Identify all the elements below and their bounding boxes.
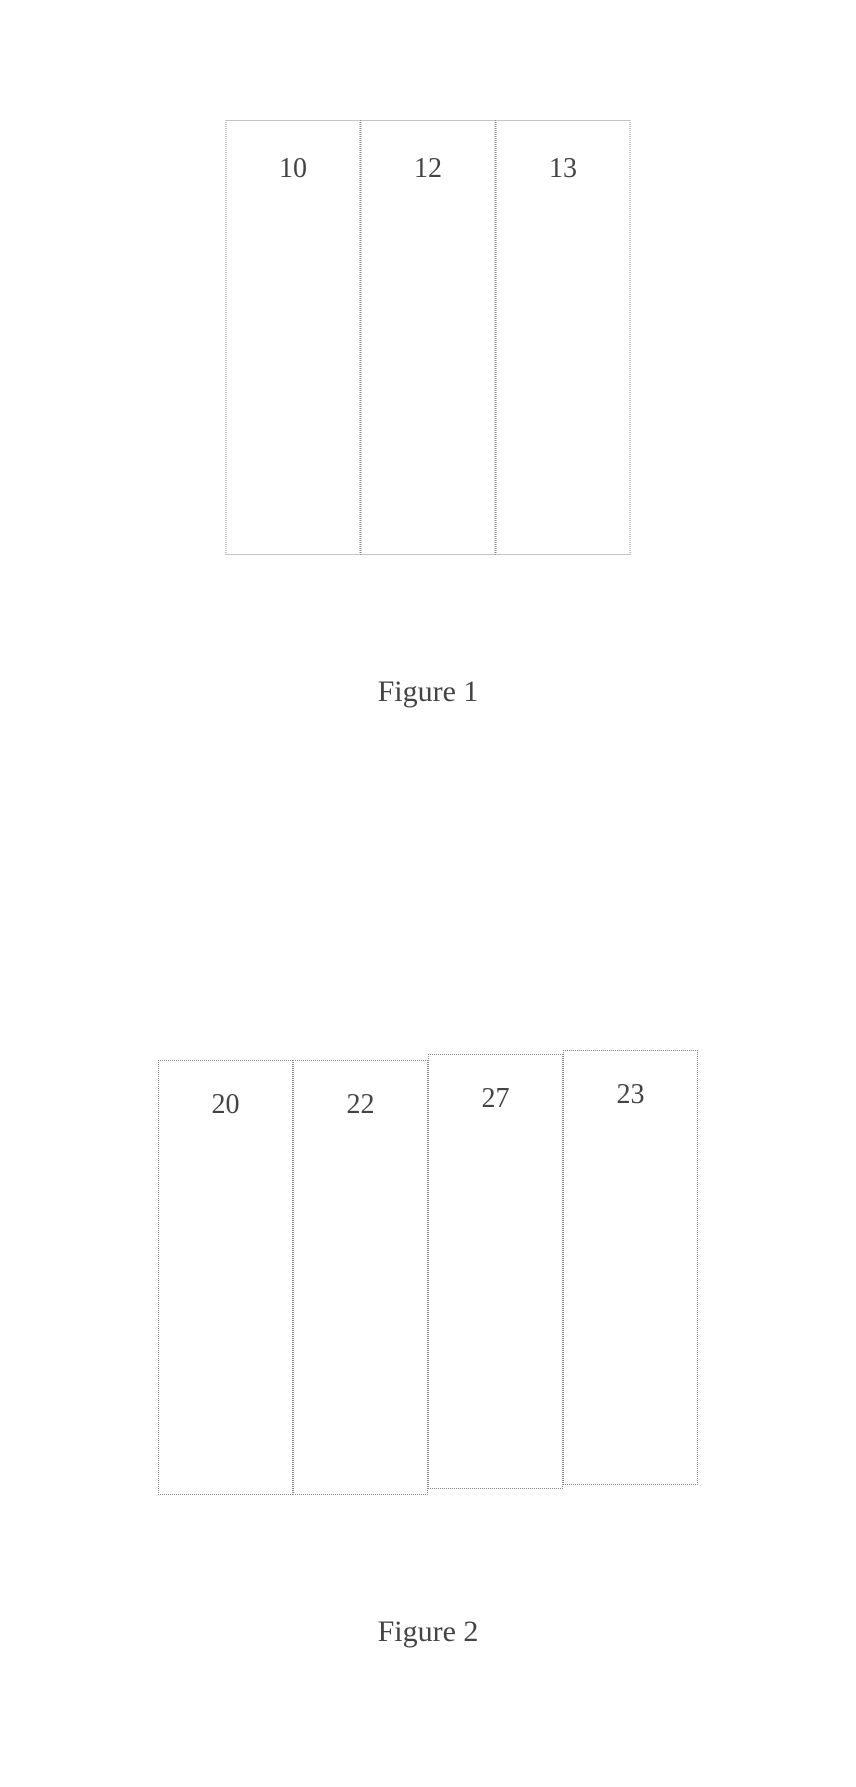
figure-1-box-1-label: 10 <box>279 153 307 185</box>
figure-1-caption: Figure 1 <box>226 675 631 709</box>
figure-2-box-1: 20 <box>158 1060 293 1495</box>
figure-2-box-1-label: 20 <box>212 1089 240 1121</box>
figure-2-box-2-label: 22 <box>347 1089 375 1121</box>
figure-2-box-4: 23 <box>563 1050 698 1485</box>
figure-2-box-3: 27 <box>428 1054 563 1489</box>
figure-1-box-3-label: 13 <box>549 153 577 185</box>
figure-1-box-2: 12 <box>361 120 496 555</box>
figure-1-box-2-label: 12 <box>414 153 442 185</box>
figure-2-box-2: 22 <box>293 1060 428 1495</box>
figure-1-box-1: 10 <box>226 120 361 555</box>
figure-2: 20 22 27 23 Figure 2 <box>158 1060 698 1649</box>
figure-1-boxes: 10 12 13 <box>226 120 631 555</box>
figure-2-caption: Figure 2 <box>158 1615 698 1649</box>
figure-1-box-3: 13 <box>496 120 631 555</box>
figure-2-box-3-label: 27 <box>482 1083 510 1115</box>
figure-2-boxes: 20 22 27 23 <box>158 1060 698 1495</box>
figure-1: 10 12 13 Figure 1 <box>226 120 631 709</box>
figure-2-box-4-label: 23 <box>617 1079 645 1111</box>
